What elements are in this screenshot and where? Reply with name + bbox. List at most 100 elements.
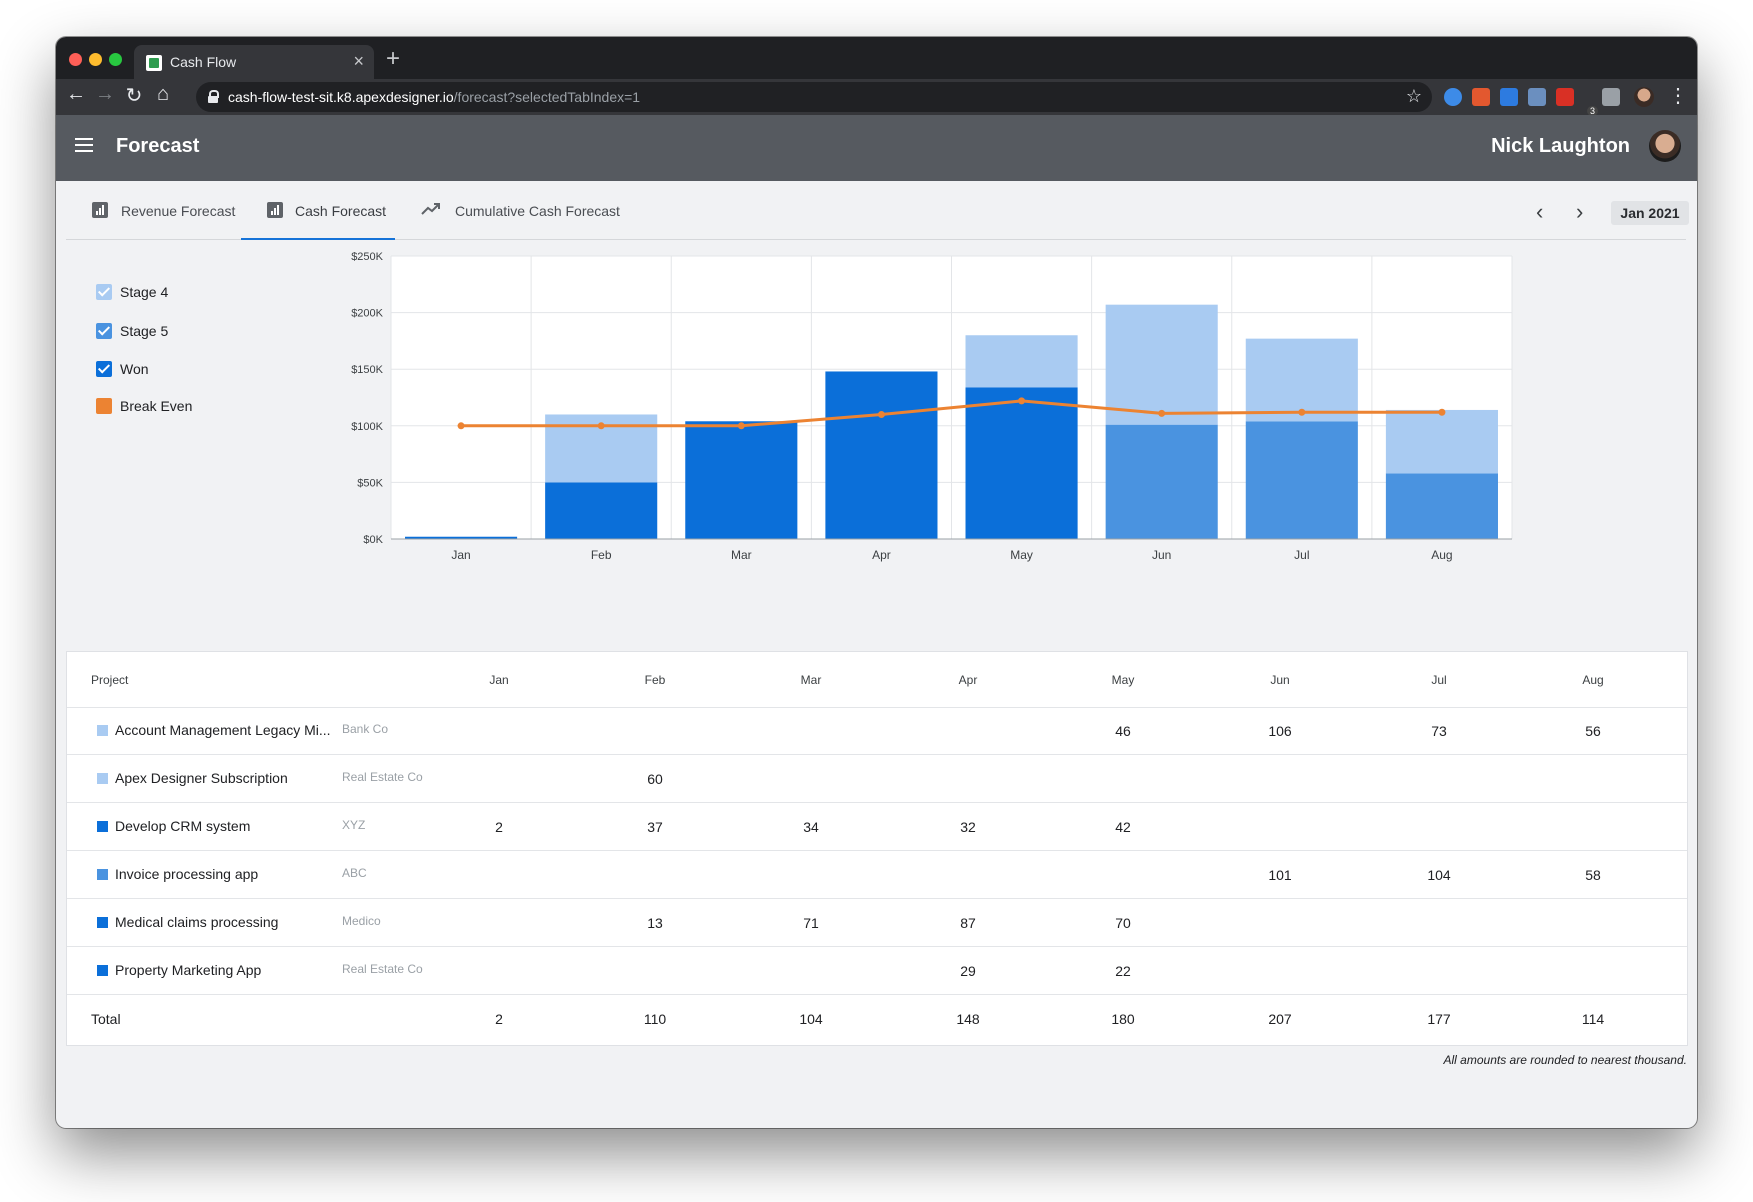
checkbox-stage-5[interactable] [96,323,112,339]
trending-up-icon [421,203,440,215]
new-tab-icon[interactable]: + [386,45,401,72]
tab-label: Cash Forecast [295,203,387,219]
total-row: Total 2 110 104 148 180 207 177 114 [67,995,1687,1042]
table-row[interactable]: Property Marketing App Real Estate Co 29 22 [67,947,1687,995]
month-value-cell: 13 [647,915,663,931]
legend-label: Stage 4 [120,284,169,300]
table-row[interactable]: Medical claims processing Medico 13 71 87 70 [67,899,1687,947]
client-name: Real Estate Co [342,962,423,976]
lock-icon [208,90,219,103]
bar-won [825,371,938,539]
total-value-cell: 177 [1427,1011,1451,1027]
close-window-button[interactable] [69,53,82,66]
month-value-cell: 32 [960,819,976,835]
client-name: XYZ [342,818,366,832]
client-name: Bank Co [342,722,389,736]
bar-won [685,421,798,539]
y-tick-label: $250K [351,251,383,263]
cash-forecast-chart: $0K $50K $100K $150K $200K $250K Jan Feb Mar Apr M… [351,251,1513,562]
project-color-swatch [97,869,108,880]
previous-period-button[interactable]: ‹ [1536,199,1544,224]
hamburger-menu-icon[interactable] [75,138,93,152]
month-value-cell: 22 [1115,963,1131,979]
month-column-header: Jul [1431,673,1447,687]
period-selector[interactable]: Jan 2021 [1611,201,1689,225]
project-name: Medical claims processing [115,914,279,930]
break-even-line [461,399,1442,428]
table-row[interactable]: Apex Designer Subscription Real Estate Co… [67,755,1687,803]
month-value-cell: 106 [1268,723,1292,739]
puzzle-icon[interactable] [1602,88,1620,106]
project-column-header: Project [91,673,129,687]
back-icon[interactable]: ← [66,83,86,105]
project-name: Invoice processing app [115,866,259,882]
close-tab-icon[interactable]: × [353,51,364,71]
bar-stage-5 [1245,421,1358,539]
month-value-cell: 60 [647,771,663,787]
table-row[interactable]: Account Management Legacy Mi... Bank Co 46… [67,707,1687,755]
month-value-cell: 58 [1585,867,1601,883]
minimize-window-button[interactable] [89,53,102,66]
browser-tab-strip: Cash Flow × + [56,37,1697,79]
break-even-swatch[interactable] [96,398,112,414]
total-value-cell: 2 [495,1011,503,1027]
total-value-cell: 148 [956,1011,980,1027]
table-row[interactable]: Develop CRM system XYZ 2 37 34 32 42 [67,803,1687,851]
browser-window: Cash Flow × + ← → ↻ ⌂ cash-flow-test-sit… [56,37,1697,1128]
tab-label: Revenue Forecast [121,203,236,219]
extension-icon[interactable] [1444,88,1462,106]
extension-icon[interactable] [1528,88,1546,106]
extension-icon[interactable] [1500,88,1518,106]
tab-revenue-forecast[interactable]: Revenue Forecast [66,181,238,239]
bar-stage-5 [1105,424,1218,539]
profile-avatar[interactable] [1634,87,1654,107]
break-even-point [1298,408,1306,416]
client-name: ABC [342,866,367,880]
month-value-cell: 70 [1115,915,1131,931]
forward-icon[interactable]: → [95,83,115,105]
project-color-swatch [97,773,108,784]
checkbox-stage-4[interactable] [96,284,112,300]
month-value-cell: 73 [1431,723,1447,739]
user-avatar[interactable] [1649,130,1681,162]
month-value-cell: 2 [495,819,503,835]
maximize-window-button[interactable] [109,53,122,66]
bar-stage-4 [1385,409,1498,474]
month-value-cell: 101 [1268,867,1292,883]
month-value-cell: 87 [960,915,976,931]
reload-icon[interactable]: ↻ [125,85,143,107]
active-tab-indicator [241,238,395,240]
user-name[interactable]: Nick Laughton [1491,135,1630,157]
month-column-header: Mar [800,673,822,687]
browser-tab[interactable]: Cash Flow × [134,45,374,79]
tab-cash-forecast[interactable]: Cash Forecast [241,181,395,240]
bar-stage-4 [1245,338,1358,422]
month-value-cell: 104 [1427,867,1451,883]
project-color-swatch [97,725,108,736]
month-column-header: Jun [1270,673,1290,687]
app-header: Forecast Nick Laughton [56,115,1697,181]
menu-kebab-icon[interactable]: ⋮ [1668,85,1688,107]
total-value-cell: 104 [799,1011,823,1027]
y-tick-label: $50K [357,477,383,489]
bookmark-star-icon[interactable]: ☆ [1405,86,1422,106]
month-value-cell: 56 [1585,723,1601,739]
y-tick-label: $200K [351,308,383,320]
address-bar[interactable]: cash-flow-test-sit.k8.apexdesigner.io/fo… [196,82,1432,112]
break-even-point [1438,408,1446,416]
home-icon[interactable]: ⌂ [156,83,170,105]
y-tick-label: $100K [351,421,383,433]
checkbox-won[interactable] [96,361,112,377]
extension-icon[interactable] [1556,88,1574,106]
break-even-point [457,422,465,430]
page-title: Forecast [116,135,200,157]
table-row[interactable]: Invoice processing app ABC 101 104 58 [67,851,1687,899]
extension-icon[interactable] [1472,88,1490,106]
next-period-button[interactable]: › [1576,199,1584,224]
bar-chart-icon [267,202,283,218]
month-value-cell: 37 [647,819,663,835]
tab-cumulative-cash-forecast[interactable]: Cumulative Cash Forecast [399,181,629,239]
month-value-cell: 29 [960,963,976,979]
bar-won [405,536,518,539]
break-even-point [877,410,885,418]
